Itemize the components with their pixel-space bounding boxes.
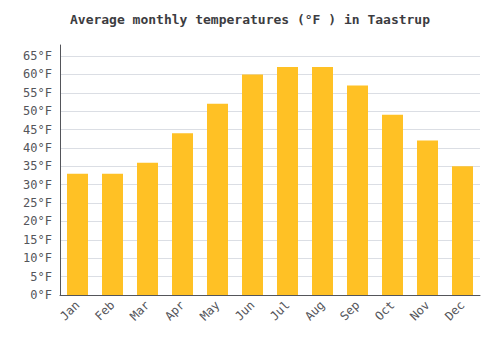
svg-text:Mar: Mar: [127, 298, 152, 323]
svg-text:Jan: Jan: [57, 298, 82, 323]
svg-text:65°F: 65°F: [23, 49, 52, 63]
svg-text:Aug: Aug: [302, 298, 327, 323]
svg-text:0°F: 0°F: [30, 288, 52, 302]
svg-text:35°F: 35°F: [23, 159, 52, 173]
svg-text:60°F: 60°F: [23, 67, 52, 81]
svg-text:Jul: Jul: [267, 298, 292, 323]
svg-text:20°F: 20°F: [23, 214, 52, 228]
svg-text:45°F: 45°F: [23, 123, 52, 137]
svg-text:55°F: 55°F: [23, 86, 52, 100]
svg-text:Average monthly temperatures (: Average monthly temperatures (°F ) in Ta…: [70, 12, 430, 27]
svg-text:5°F: 5°F: [30, 270, 52, 284]
svg-text:Sep: Sep: [337, 298, 362, 323]
svg-text:50°F: 50°F: [23, 104, 52, 118]
svg-text:25°F: 25°F: [23, 196, 52, 210]
svg-text:Dec: Dec: [442, 298, 467, 323]
svg-text:Apr: Apr: [162, 298, 187, 323]
svg-text:Jun: Jun: [232, 298, 257, 323]
svg-text:Feb: Feb: [92, 298, 117, 323]
svg-text:40°F: 40°F: [23, 141, 52, 155]
svg-text:30°F: 30°F: [23, 178, 52, 192]
svg-text:10°F: 10°F: [23, 251, 52, 265]
svg-text:Nov: Nov: [407, 298, 432, 323]
svg-text:May: May: [197, 298, 222, 323]
svg-text:15°F: 15°F: [23, 233, 52, 247]
svg-text:Oct: Oct: [372, 298, 397, 323]
